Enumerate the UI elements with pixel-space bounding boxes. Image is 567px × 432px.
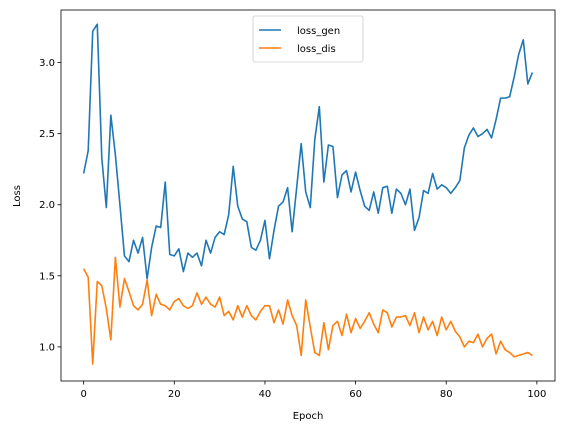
y-tick-label: 3.0 [39,58,55,69]
series-line-loss-gen [82,23,534,280]
legend: loss_gen loss_dis [252,15,364,63]
series-line-loss-dis [82,256,533,365]
y-tick-label: 2.0 [39,200,55,211]
x-axis-title: Epoch [293,411,324,422]
series-layer [82,23,534,365]
legend-label-loss-gen: loss_gen [297,26,340,37]
legend-label-loss-dis: loss_dis [297,44,336,55]
y-tick-label: 1.5 [39,271,55,282]
plot-frame [60,9,556,382]
y-tick-label: 2.5 [39,129,55,140]
x-tick-label: 80 [440,389,453,400]
y-tick-label: 1.0 [39,342,55,353]
x-tick-label: 60 [349,389,362,400]
legend-box [252,15,364,63]
x-tick-label: 40 [259,389,272,400]
x-tick-label: 0 [80,389,86,400]
x-tick-label: 100 [527,389,546,400]
x-tick-label: 20 [168,389,181,400]
plot-background [61,10,555,381]
y-axis-title: Loss [12,185,23,207]
x-axis: 0 20 40 60 80 100 [80,381,546,400]
y-axis: 1.0 1.5 2.0 2.5 3.0 [39,58,61,353]
